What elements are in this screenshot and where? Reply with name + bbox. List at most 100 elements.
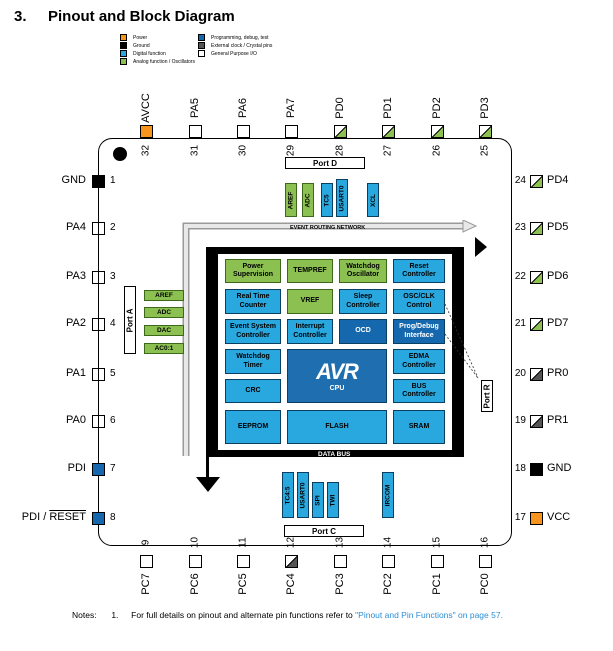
legend-swatch <box>120 58 127 65</box>
top-pin-name: PA6 <box>237 98 249 118</box>
bottom-pin-name: PC2 <box>382 573 394 595</box>
left-pin-number: 2 <box>110 222 116 233</box>
port-d-aref: AREF <box>285 183 297 217</box>
bottom-pin-name: PC0 <box>479 573 491 595</box>
pin-avcc-pad <box>140 125 153 138</box>
pin-pa7-pad <box>285 125 298 138</box>
legend-item-digital: Digital function <box>120 50 166 57</box>
right-pin-number: 19 <box>514 415 526 426</box>
port-r-connectors <box>444 303 479 379</box>
legend-swatch <box>198 50 205 57</box>
data-bus-arrows <box>196 237 487 492</box>
avr-logo: AVR <box>316 359 359 385</box>
notes-link[interactable]: "Pinout and Pin Functions" on page 57. <box>355 610 503 620</box>
legend-label: Programming, debug, test <box>211 34 269 41</box>
pin-gnd-pad <box>92 175 105 188</box>
pin-pd0-pad <box>334 125 347 138</box>
pin-pa6-pad <box>237 125 250 138</box>
pin1-marker <box>113 147 127 161</box>
top-pin-number: 32 <box>140 144 152 157</box>
pin-pc4-pad <box>285 555 298 568</box>
watchdog-oscillator-block: Watchdog Oscillator <box>339 259 387 283</box>
bus-controller-block: BUS Controller <box>393 379 445 403</box>
legend-item-power: Power <box>120 34 147 41</box>
pin-pc3-pad <box>334 555 347 568</box>
bottom-pin-name: PC6 <box>189 573 201 595</box>
right-pin-name: PR0 <box>547 367 569 379</box>
vref-block: VREF <box>287 289 333 314</box>
pin-gnd-pad <box>530 463 543 476</box>
reset-controller-block: Reset Controller <box>393 259 445 283</box>
pin-pdi-pad <box>92 463 105 476</box>
pin-pr0-pad <box>530 368 543 381</box>
port-c-box: Port C <box>284 525 364 537</box>
eeprom-block: EEPROM <box>225 410 281 444</box>
pin-pdi-reset-pad <box>92 512 105 525</box>
bottom-pin-number: 10 <box>189 536 201 549</box>
legend-swatch <box>120 50 127 57</box>
right-pin-number: 17 <box>514 512 526 523</box>
pin-pc7-pad <box>140 555 153 568</box>
top-pin-number: 27 <box>382 144 394 157</box>
legend-swatch <box>198 34 205 41</box>
notes: Notes: 1. For full details on pinout and… <box>72 610 503 620</box>
bottom-pin-number: 14 <box>382 536 394 549</box>
bottom-pin-number: 9 <box>140 539 152 546</box>
right-pin-number: 23 <box>514 222 526 233</box>
pin-pd6-pad <box>530 271 543 284</box>
top-pin-name: PD0 <box>334 97 346 119</box>
left-pin-number: 7 <box>110 463 116 474</box>
legend-item-analog: Analog function / Oscillators <box>120 58 195 65</box>
analog-dac: DAC <box>144 325 184 336</box>
left-pin-number: 8 <box>110 512 116 523</box>
left-pin-name: PDI <box>67 462 86 474</box>
watchdog-timer-block: Watchdog Timer <box>225 349 281 374</box>
pin-pa5-pad <box>189 125 202 138</box>
port-c-ircom: IRCOM <box>382 472 394 518</box>
legend-label: General Purpose I/O <box>211 50 257 57</box>
pin-pd2-pad <box>431 125 444 138</box>
port-d-xcl: XCL <box>367 183 379 217</box>
pin-pd4-pad <box>530 175 543 188</box>
top-pin-name: PD2 <box>431 97 443 119</box>
notes-prefix: Notes: <box>72 610 97 620</box>
pin-pc2-pad <box>382 555 395 568</box>
left-pin-number: 5 <box>110 368 116 379</box>
event-system-block: Event System Controller <box>225 319 281 344</box>
data-bus-top-label: DATA BUS <box>318 240 351 247</box>
legend-label: Ground <box>133 42 150 49</box>
left-pin-name: GND <box>61 174 86 186</box>
legend: Power Ground Digital function Analog fun… <box>120 34 380 78</box>
legend-item-programming: Programming, debug, test <box>198 34 269 41</box>
port-a-box: Port A <box>124 286 136 354</box>
bottom-pin-number: 11 <box>237 537 249 548</box>
top-pin-number: 30 <box>237 144 249 157</box>
right-pin-name: VCC <box>547 511 571 523</box>
top-pin-name: AVCC <box>140 93 152 123</box>
port-d-box: Port D <box>285 157 365 169</box>
analog-ac01: AC0:1 <box>144 343 184 354</box>
legend-swatch <box>198 42 205 49</box>
section-number: 3. <box>14 8 27 25</box>
edma-block: EDMA Controller <box>393 349 445 374</box>
port-d-adc: ADC <box>302 183 314 217</box>
right-pin-name: PR1 <box>547 414 569 426</box>
port-d-tc5: TC5 <box>321 183 333 217</box>
section-title: Pinout and Block Diagram <box>48 8 235 25</box>
cpu-block: AVR CPU <box>287 349 387 403</box>
analog-aref: AREF <box>144 290 184 301</box>
left-pin-name: PA0 <box>66 414 86 426</box>
port-c-usart0: USART0 <box>297 472 309 518</box>
legend-swatch <box>120 34 127 41</box>
legend-label: Analog function / Oscillators <box>133 58 195 65</box>
pin-pa1-pad <box>92 368 105 381</box>
right-pin-number: 20 <box>514 368 526 379</box>
pin-pc1-pad <box>431 555 444 568</box>
bottom-pin-number: 16 <box>479 536 491 549</box>
ocd-block: OCD <box>339 319 387 344</box>
left-pin-number: 6 <box>110 415 116 426</box>
top-pin-name: PD1 <box>382 97 394 119</box>
data-bus-bottom-label: DATA BUS <box>318 451 351 458</box>
cpu-label: CPU <box>329 384 345 392</box>
legend-item-clock: External clock / Crystal pins <box>198 42 272 49</box>
